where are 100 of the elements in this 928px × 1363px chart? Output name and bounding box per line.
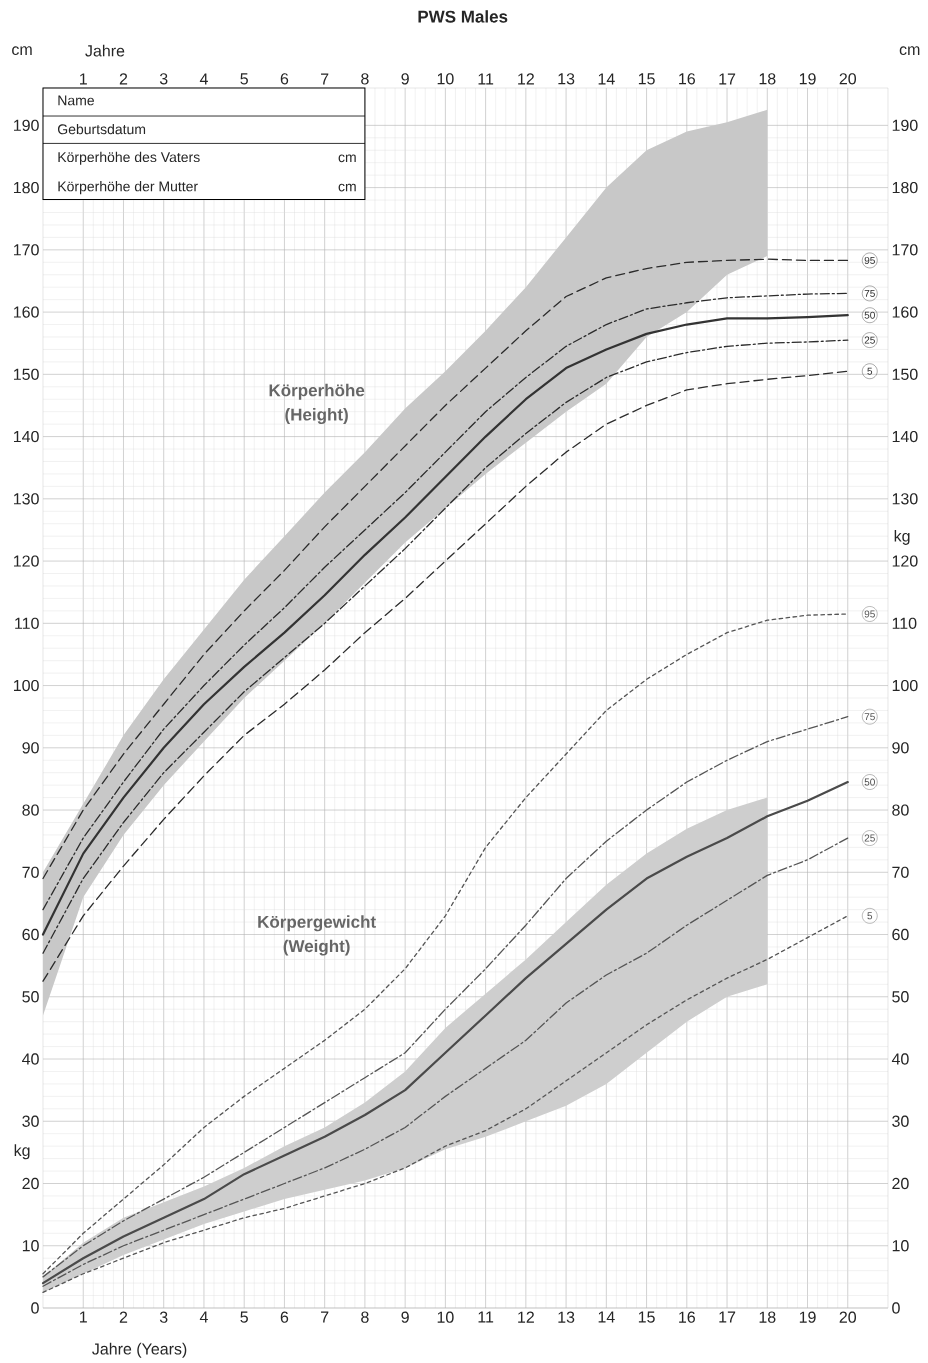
x-tick-label: 1	[80, 1311, 87, 1323]
x2-tick-label: 20	[839, 73, 857, 85]
x-tick-label: 13	[558, 1311, 575, 1323]
series-label: 25	[864, 336, 875, 344]
annotation: cm	[338, 154, 356, 163]
x2-tick-label: 9	[401, 73, 409, 85]
series-label: 5	[867, 367, 873, 375]
y2-tick-label: 140	[892, 430, 918, 443]
x2-tick-label: 7	[321, 73, 329, 85]
x2-tick-label: 15	[638, 73, 655, 85]
chart-title: PWS Males	[418, 10, 508, 23]
x2-tick-label: 18	[759, 73, 776, 85]
series-label: 75	[864, 289, 875, 297]
annotation: (Weight)	[283, 939, 350, 956]
x2-tick-label: 10	[437, 73, 454, 85]
x-tick-label: 2	[119, 1311, 128, 1323]
y2-tick-label: 70	[892, 866, 909, 878]
x-tick-label: 15	[638, 1311, 655, 1323]
x2-tick-label: 5	[240, 73, 248, 85]
x-tick-label: 3	[159, 1311, 168, 1323]
y-tick-label: 100	[13, 679, 39, 692]
series-label: 95	[864, 610, 875, 618]
x2-tick-label: 16	[679, 73, 695, 85]
x-tick-label: 17	[719, 1311, 736, 1323]
x-tick-label: 10	[437, 1311, 454, 1323]
y-tick-label: 80	[22, 804, 39, 816]
x2-tick-label: 19	[799, 73, 816, 85]
x2-tick-label: 4	[199, 73, 208, 85]
x2-tick-label: 14	[598, 73, 615, 85]
y-tick-label: 140	[13, 430, 39, 443]
x-axis-title: Jahre (Years)	[92, 1342, 187, 1358]
x-tick-label: 9	[401, 1311, 409, 1323]
y2-tick-label: 0	[892, 1302, 900, 1314]
y2-tick-label: 170	[892, 244, 918, 256]
series-label: 75	[864, 713, 875, 721]
y-tick-label: 20	[22, 1177, 39, 1190]
y2-tick-label: 80	[892, 804, 909, 816]
y2-tick-label: 60	[892, 928, 909, 941]
y2-tick-label: 20	[892, 1177, 909, 1190]
x-tick-label: 16	[679, 1311, 695, 1323]
legend-label: 50	[864, 311, 875, 319]
x2-axis-title: Jahre	[85, 44, 125, 57]
y-tick-label: 30	[22, 1115, 39, 1127]
text: kg	[14, 1144, 30, 1160]
y2-tick-label: 40	[891, 1053, 909, 1065]
x2-tick-label: 2	[119, 73, 128, 85]
y-tick-label: 40	[22, 1053, 39, 1065]
y2-tick-label: 10	[892, 1240, 909, 1252]
annotation: Name	[58, 95, 94, 106]
x2-tick-label: 8	[361, 73, 369, 85]
y-tick-label: 60	[22, 928, 39, 941]
y-axis-title: cm	[12, 46, 32, 56]
y2-tick-label: 90	[892, 742, 909, 754]
y2-tick-label: 190	[892, 119, 918, 132]
x-tick-label: 5	[240, 1311, 248, 1323]
annotation: Körperhöhe	[269, 383, 365, 400]
annotation: Körpergewicht	[258, 915, 376, 932]
y2-tick-label: 180	[892, 181, 918, 194]
series-label: 25	[864, 834, 875, 842]
y-tick-label: 110	[15, 617, 39, 629]
y-tick-label: 90	[22, 742, 39, 754]
y2-tick-label: 130	[892, 493, 918, 505]
y-tick-label: 70	[22, 866, 39, 878]
annotation: Körperhöhe der Mutter	[58, 181, 198, 195]
x2-tick-label: 11	[478, 73, 494, 85]
annotation: (Height)	[285, 408, 348, 425]
y-tick-label: 150	[13, 368, 39, 380]
text: kg	[894, 529, 910, 545]
annotation: Körperhöhe des Vaters	[58, 151, 200, 165]
y2-tick-label: 30	[892, 1115, 909, 1127]
y-tick-label: 0	[31, 1302, 39, 1314]
x-tick-label: 6	[280, 1311, 289, 1323]
y-tick-label: 160	[13, 306, 39, 318]
x-tick-label: 4	[199, 1311, 208, 1323]
y-tick-label: 50	[22, 991, 39, 1003]
annotation: cm	[338, 183, 356, 192]
x2-tick-label: 13	[558, 73, 575, 85]
y2-tick-label: 100	[892, 679, 918, 692]
x-tick-label: 19	[799, 1311, 816, 1323]
y-tick-label: 180	[13, 181, 39, 194]
y-tick-label: 170	[13, 244, 39, 256]
x2-tick-label: 17	[719, 73, 736, 85]
series-label: 5	[867, 912, 873, 920]
y2-tick-label: 160	[892, 306, 918, 318]
x-tick-label: 14	[598, 1311, 615, 1323]
x-tick-label: 12	[518, 1311, 534, 1323]
y-tick-label: 190	[13, 119, 39, 132]
x2-tick-label: 12	[518, 73, 534, 85]
series-label: 50	[864, 778, 875, 786]
x2-tick-label: 6	[280, 73, 289, 85]
x-tick-label: 7	[321, 1311, 329, 1323]
x2-tick-label: 1	[80, 73, 87, 85]
x2-tick-label: 3	[159, 73, 168, 85]
x-tick-label: 11	[478, 1311, 494, 1323]
y-tick-label: 130	[13, 493, 39, 505]
y2-tick-label: 120	[892, 555, 918, 567]
y2-tick-label: 50	[892, 991, 909, 1003]
x-tick-label: 8	[361, 1311, 369, 1323]
y2-tick-label: 110	[892, 617, 917, 629]
annotation: Geburtsdatum	[57, 123, 146, 135]
